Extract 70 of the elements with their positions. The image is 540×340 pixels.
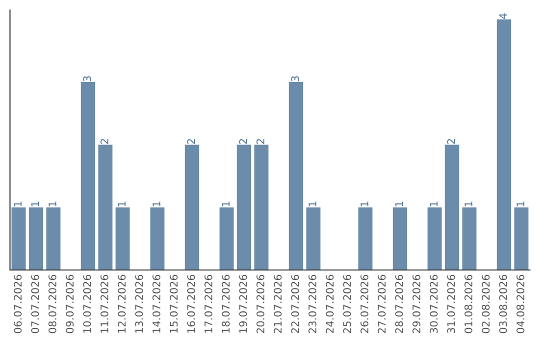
x-tick-label: 16.07.2026 [187,274,196,333]
x-tick-label: 27.07.2026 [378,274,386,334]
data-label: 3 [291,76,300,82]
x-tick-label: 08.07.2026 [48,274,56,334]
x-tick-label: 15.07.2026 [170,274,178,333]
data-label: 1 [308,202,316,206]
bar [288,82,304,270]
data-label: 2 [447,139,455,144]
bar [428,207,442,270]
x-tick-label: 25.07.2026 [343,274,352,334]
x-tick-label: 13.07.2026 [135,274,144,333]
x-tick-label: 18.07.2026 [222,274,230,333]
data-label: 1 [48,202,56,206]
x-tick-label: 06.07.2026 [14,274,22,334]
bar [220,207,234,270]
bar [514,207,528,270]
data-label: 1 [464,202,472,206]
data-label: 2 [256,139,264,144]
x-tick-label: 28.07.2026 [395,274,404,334]
data-label: 1 [430,202,438,206]
data-label: 1 [14,202,22,206]
x-tick-label: 20.07.2026 [256,274,264,334]
bar [392,207,408,270]
x-tick-label: 24.07.2026 [326,274,334,334]
data-label: 3 [83,76,92,82]
data-label: 2 [187,139,195,144]
bar [150,207,164,270]
data-label: 4 [499,13,507,19]
bar [28,207,44,270]
x-tick-label: 02.08.2026 [482,274,490,334]
bar [80,82,96,270]
bar [116,207,130,270]
x-tick-label: 07.07.2026 [31,274,40,334]
x-tick-label: 04.08.2026 [516,274,524,334]
bar [184,144,200,270]
data-label: 1 [118,202,126,206]
x-tick-label: 12.07.2026 [118,274,126,333]
data-label: 2 [100,139,108,144]
bar [462,207,476,270]
x-tick-label: 22.07.2026 [291,274,300,334]
x-tick-label: 21.07.2026 [274,274,282,334]
bar [358,207,372,270]
x-tick-label: 31.07.2026 [447,274,456,334]
x-tick-label: 29.07.2026 [412,274,420,334]
x-tick-label: 23.07.2026 [308,274,316,334]
data-label: 2 [239,139,247,144]
bar [12,207,26,270]
bar [306,207,320,270]
x-tick-label: 26.07.2026 [360,274,368,334]
data-label: 1 [222,202,230,206]
x-tick-label: 10.07.2026 [83,274,92,333]
x-tick-label: 09.07.2026 [66,274,74,334]
bar [98,144,112,270]
bar [236,144,252,270]
x-tick-label: 19.07.2026 [239,274,248,333]
data-label: 1 [395,202,403,206]
x-tick-label: 11.07.2026 [100,274,108,333]
x-tick-label: 03.08.2026 [499,274,508,334]
x-tick-label: 01.08.2026 [464,274,472,334]
data-label: 1 [516,202,524,206]
bar [254,144,268,270]
bar [496,19,512,270]
x-tick-label: 30.07.2026 [430,274,438,334]
data-label: 1 [152,202,160,206]
data-label: 1 [360,202,368,206]
x-tick-label: 14.07.2026 [152,274,160,333]
x-tick-label: 17.07.2026 [204,274,212,333]
bar [46,207,60,270]
data-label: 1 [31,202,39,206]
bar [444,144,460,270]
